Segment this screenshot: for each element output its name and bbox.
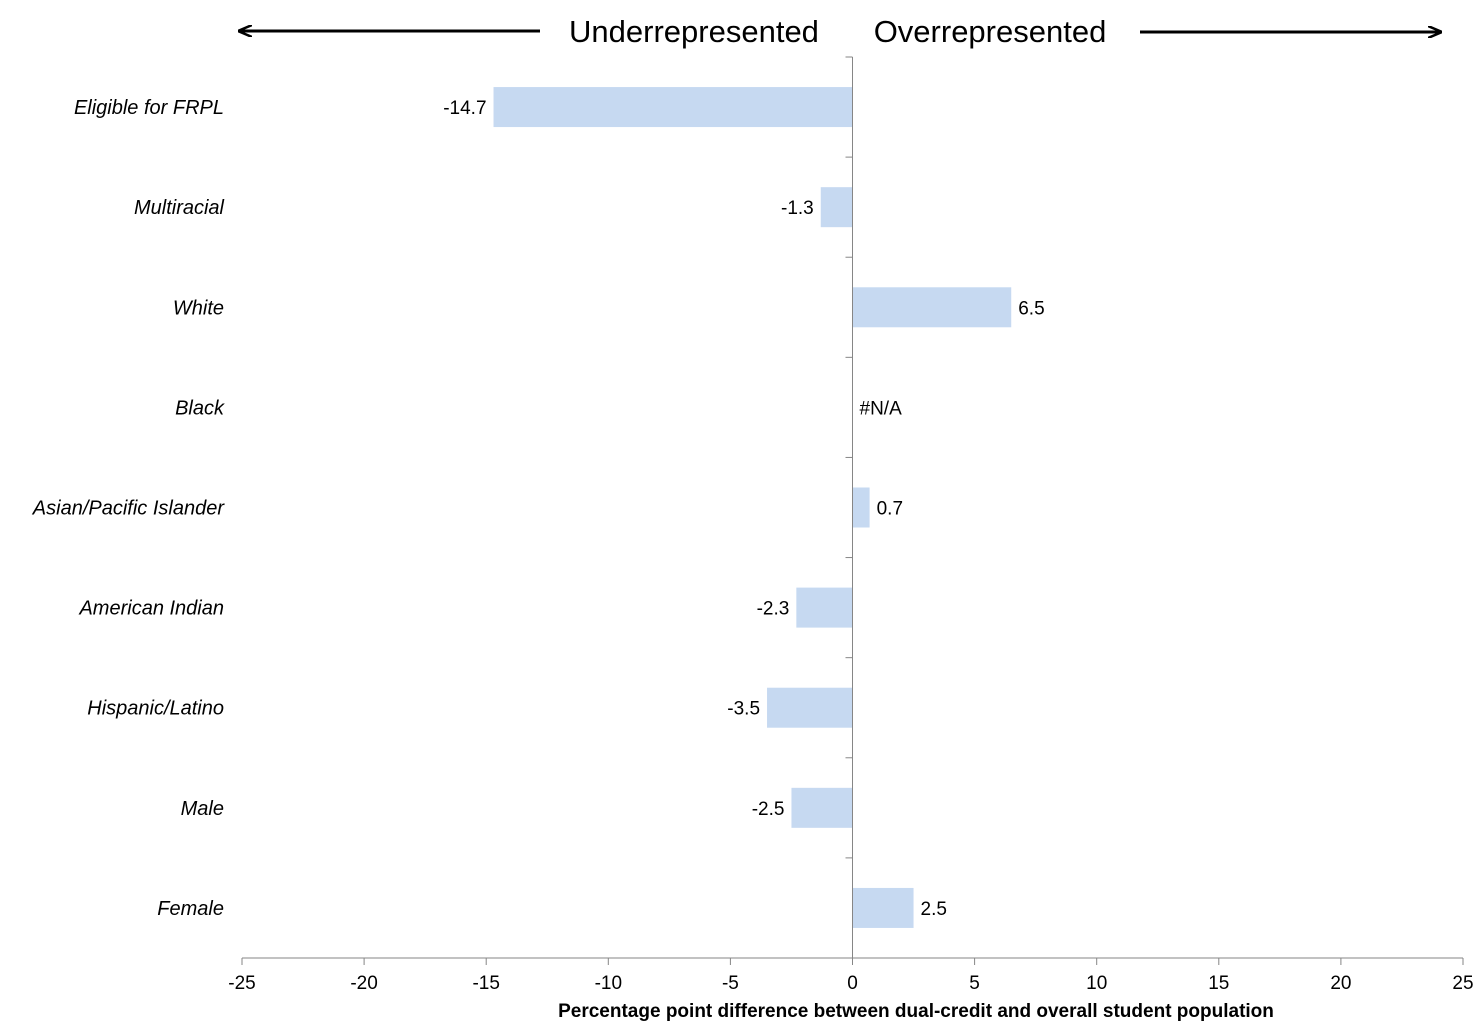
x-tick-label: 5 bbox=[969, 973, 980, 994]
category-label: White bbox=[173, 297, 224, 319]
category-label: American Indian bbox=[78, 598, 224, 620]
x-axis-title: Percentage point difference between dual… bbox=[558, 1001, 1274, 1021]
x-tick-label: -20 bbox=[350, 973, 377, 994]
x-tick-label: 15 bbox=[1208, 973, 1229, 994]
overrepresented-label: Overrepresented bbox=[874, 14, 1107, 49]
bar bbox=[820, 187, 853, 228]
x-tick-label: -25 bbox=[228, 973, 255, 994]
x-tick-label: 0 bbox=[847, 973, 858, 994]
x-tick-label: -15 bbox=[472, 973, 499, 994]
bar bbox=[796, 587, 853, 628]
x-tick-label: 20 bbox=[1330, 973, 1351, 994]
category-label: Multiracial bbox=[134, 197, 225, 219]
bar bbox=[852, 887, 914, 928]
value-label: 0.7 bbox=[877, 499, 903, 520]
value-label: 2.5 bbox=[921, 899, 947, 920]
x-tick-label: -10 bbox=[595, 973, 622, 994]
value-label: -14.7 bbox=[443, 98, 486, 119]
value-label: -1.3 bbox=[781, 198, 814, 219]
bar bbox=[852, 487, 870, 528]
bar bbox=[852, 287, 1012, 328]
category-label: Male bbox=[181, 798, 224, 820]
category-label: Hispanic/Latino bbox=[87, 698, 224, 720]
category-label: Female bbox=[157, 898, 224, 920]
category-label: Asian/Pacific Islander bbox=[32, 498, 226, 520]
bar bbox=[791, 787, 853, 828]
underrepresented-label: Underrepresented bbox=[569, 14, 819, 49]
value-label: -3.5 bbox=[727, 699, 760, 720]
bar bbox=[493, 87, 853, 128]
x-tick-label: 10 bbox=[1086, 973, 1107, 994]
category-label: Black bbox=[175, 397, 225, 419]
value-label: #N/A bbox=[860, 398, 903, 419]
chart-header: Underrepresented Overrepresented bbox=[240, 14, 1440, 49]
bar bbox=[767, 687, 853, 728]
value-label: -2.5 bbox=[752, 799, 785, 820]
x-tick-label: 25 bbox=[1452, 973, 1473, 994]
axes: -25 -20 -15 -10 -5 0 5 10 15 20 25 bbox=[228, 56, 1474, 994]
value-label: -2.3 bbox=[757, 599, 790, 620]
category-label: Eligible for FRPL bbox=[74, 97, 224, 119]
plot-area: Eligible for FRPL -14.7 Multiracial -1.3 Whi… bbox=[32, 87, 1045, 928]
x-tick-label: -5 bbox=[722, 973, 739, 994]
value-label: 6.5 bbox=[1018, 298, 1044, 319]
